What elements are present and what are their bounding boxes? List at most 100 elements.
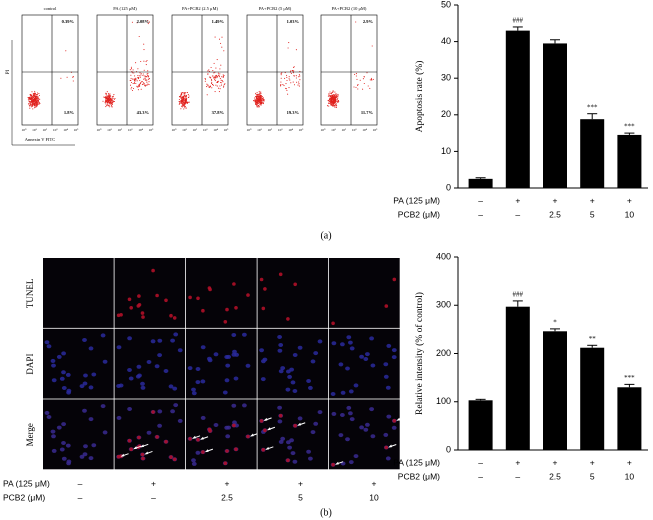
flow-event (210, 78, 213, 80)
flow-event (146, 59, 148, 62)
tunel-signal (278, 272, 283, 277)
flow-event (332, 95, 334, 98)
flow-title: PA+PCB2 (5 μM) (259, 6, 292, 11)
nucleus (140, 381, 145, 386)
flow-event (329, 97, 331, 99)
nucleus (277, 405, 282, 410)
flow-event (60, 77, 62, 79)
flow-event (37, 102, 39, 104)
flow-event (140, 60, 142, 63)
flow-event (33, 101, 36, 103)
flow-event (355, 75, 357, 77)
flow-tick-label: 10⁴ (63, 128, 69, 132)
micrograph-bg (43, 399, 114, 470)
flow-event (211, 82, 213, 84)
significance: ** (589, 335, 597, 343)
row-value: – (478, 209, 483, 219)
flow-event (188, 96, 190, 99)
flow-x-label: Annexin V FITC (25, 137, 56, 142)
row-value: + (225, 478, 230, 488)
flow-event (139, 76, 141, 78)
flow-event (335, 97, 337, 99)
flow-event (183, 95, 185, 98)
row-value: + (553, 195, 558, 205)
flow-event (293, 75, 295, 77)
flow-plot: PA (125 μM) 2.08% 43.3% 10⁰ 10¹ 10² 10³ 10⁴ 10⁵ (97, 6, 155, 132)
flow-event (28, 97, 30, 99)
flow-event (145, 79, 147, 81)
flow-event (135, 80, 137, 82)
flow-tick-label: 10⁴ (213, 128, 219, 132)
flow-event (186, 102, 188, 105)
flow-event (298, 83, 300, 85)
nucleus (46, 344, 52, 349)
micrograph-bg (43, 328, 114, 399)
flow-tick-label: 10⁰ (97, 128, 103, 132)
flow-event (214, 75, 216, 77)
nucleus (292, 389, 298, 393)
flow-event (181, 92, 183, 94)
flow-event (31, 91, 33, 93)
flow-event (105, 94, 107, 96)
nucleus (231, 333, 237, 337)
flow-event (38, 94, 40, 97)
flow-event (293, 70, 295, 72)
bar (617, 387, 642, 450)
flow-event (336, 105, 338, 107)
nucleus (297, 416, 303, 421)
nucleus (383, 432, 389, 437)
bar (468, 400, 493, 450)
nucleus (127, 336, 132, 341)
flow-event (37, 96, 39, 98)
flow-event (260, 91, 262, 93)
flow-event (188, 95, 190, 97)
nucleus (345, 366, 350, 371)
flow-tick-label: 10⁰ (321, 128, 327, 132)
flow-event (280, 74, 282, 76)
nucleus (340, 342, 345, 347)
flow-event (147, 72, 149, 74)
nucleus (383, 362, 389, 367)
flow-event (330, 102, 332, 104)
nucleus (50, 358, 56, 363)
flow-event (212, 84, 214, 86)
flow-event (214, 80, 216, 82)
flow-event (104, 99, 107, 101)
significance: * (553, 319, 557, 327)
nucleus (61, 351, 66, 356)
flow-event (256, 95, 258, 98)
flow-event (144, 77, 146, 79)
flow-event (255, 92, 257, 94)
flow-event (30, 93, 32, 95)
flow-event (255, 93, 257, 96)
arrow-head (335, 461, 339, 465)
tunel-signal (164, 439, 168, 444)
quadrant-value: 0.39% (62, 19, 75, 24)
arrow-head (297, 422, 302, 426)
nucleus (100, 333, 106, 338)
flow-event (257, 104, 259, 107)
nucleus (391, 348, 397, 353)
nucleus (287, 374, 292, 379)
flow-event (329, 95, 331, 97)
flow-event (144, 78, 146, 80)
flow-event (102, 100, 104, 102)
flow-event (256, 92, 258, 94)
flow-event (139, 72, 141, 74)
flow-event (185, 100, 187, 102)
arrow-head (388, 444, 393, 448)
nucleus (137, 373, 142, 378)
flow-event (335, 104, 337, 106)
flow-event (113, 94, 115, 96)
flow-title: PA+PCB2 (2.5 μM) (182, 6, 218, 11)
flow-event (184, 96, 186, 98)
flow-event (143, 69, 145, 71)
y-axis-label: Relative intensity (% of control) (414, 292, 425, 415)
flow-event (35, 103, 37, 105)
flow-event (211, 80, 213, 82)
flow-event (110, 104, 112, 107)
flow-tick-label: 10² (342, 128, 347, 132)
tunel-signal (129, 447, 133, 452)
flow-event (106, 99, 109, 101)
nucleus (170, 409, 176, 414)
